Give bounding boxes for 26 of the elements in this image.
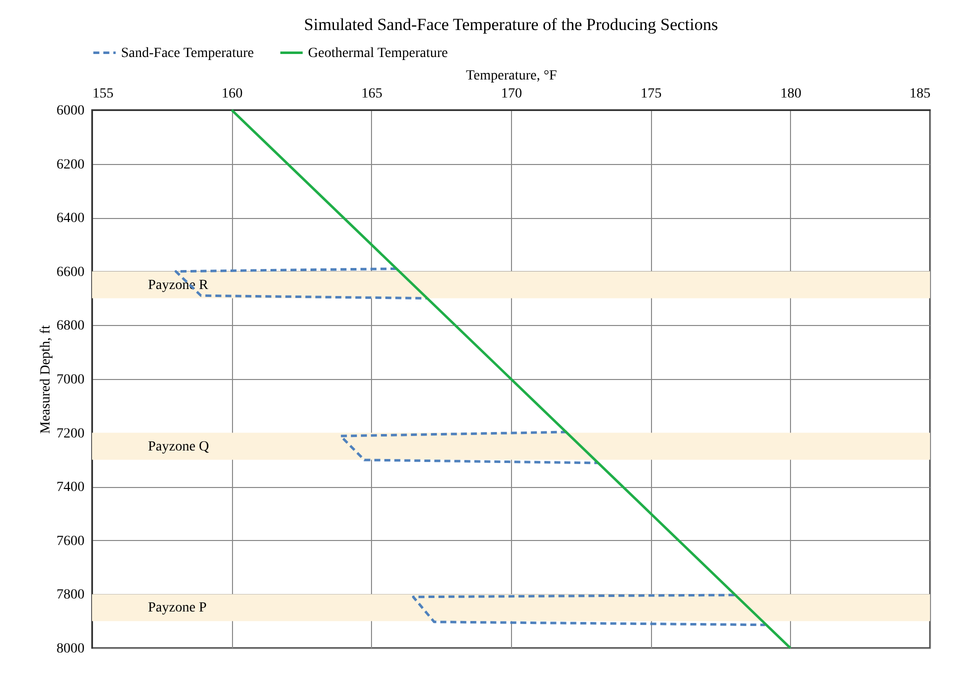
x-tick-label: 165	[361, 86, 382, 102]
y-tick-label: 7000	[56, 372, 84, 388]
y-tick-label: 7400	[56, 480, 84, 496]
y-tick-label: 7800	[56, 588, 84, 603]
x-tick-label: 170	[501, 86, 522, 102]
band-label: Payzone P	[148, 600, 207, 616]
x-tick-label: 180	[780, 86, 802, 102]
legend-label: Sand-Face Temperature	[121, 46, 254, 61]
y-tick-label: 8000	[56, 642, 84, 656]
x-tick-label: 185	[910, 86, 930, 102]
x-tick-label: 160	[222, 86, 243, 102]
y-tick-label: 6200	[56, 157, 84, 172]
band-label: Payzone R	[148, 278, 209, 293]
y-tick-label: 6800	[56, 318, 84, 334]
y-tick-label: 6600	[56, 264, 84, 280]
y-tick-label: 6000	[56, 104, 84, 118]
band-label: Payzone Q	[148, 439, 210, 454]
x-tick-label: 155	[92, 86, 114, 102]
y-tick-label: 7200	[56, 426, 84, 442]
y-tick-label: 7600	[56, 534, 84, 549]
chart-title: Simulated Sand-Face Temperature of the Producing Sections	[304, 15, 718, 34]
y-tick-label: 6400	[56, 211, 84, 226]
legend-label: Geothermal Temperature	[308, 46, 448, 61]
x-tick-label: 175	[640, 86, 662, 102]
x-axis-title: Temperature, °F	[466, 68, 558, 84]
y-axis-title: Measured Depth, ft	[38, 325, 54, 434]
